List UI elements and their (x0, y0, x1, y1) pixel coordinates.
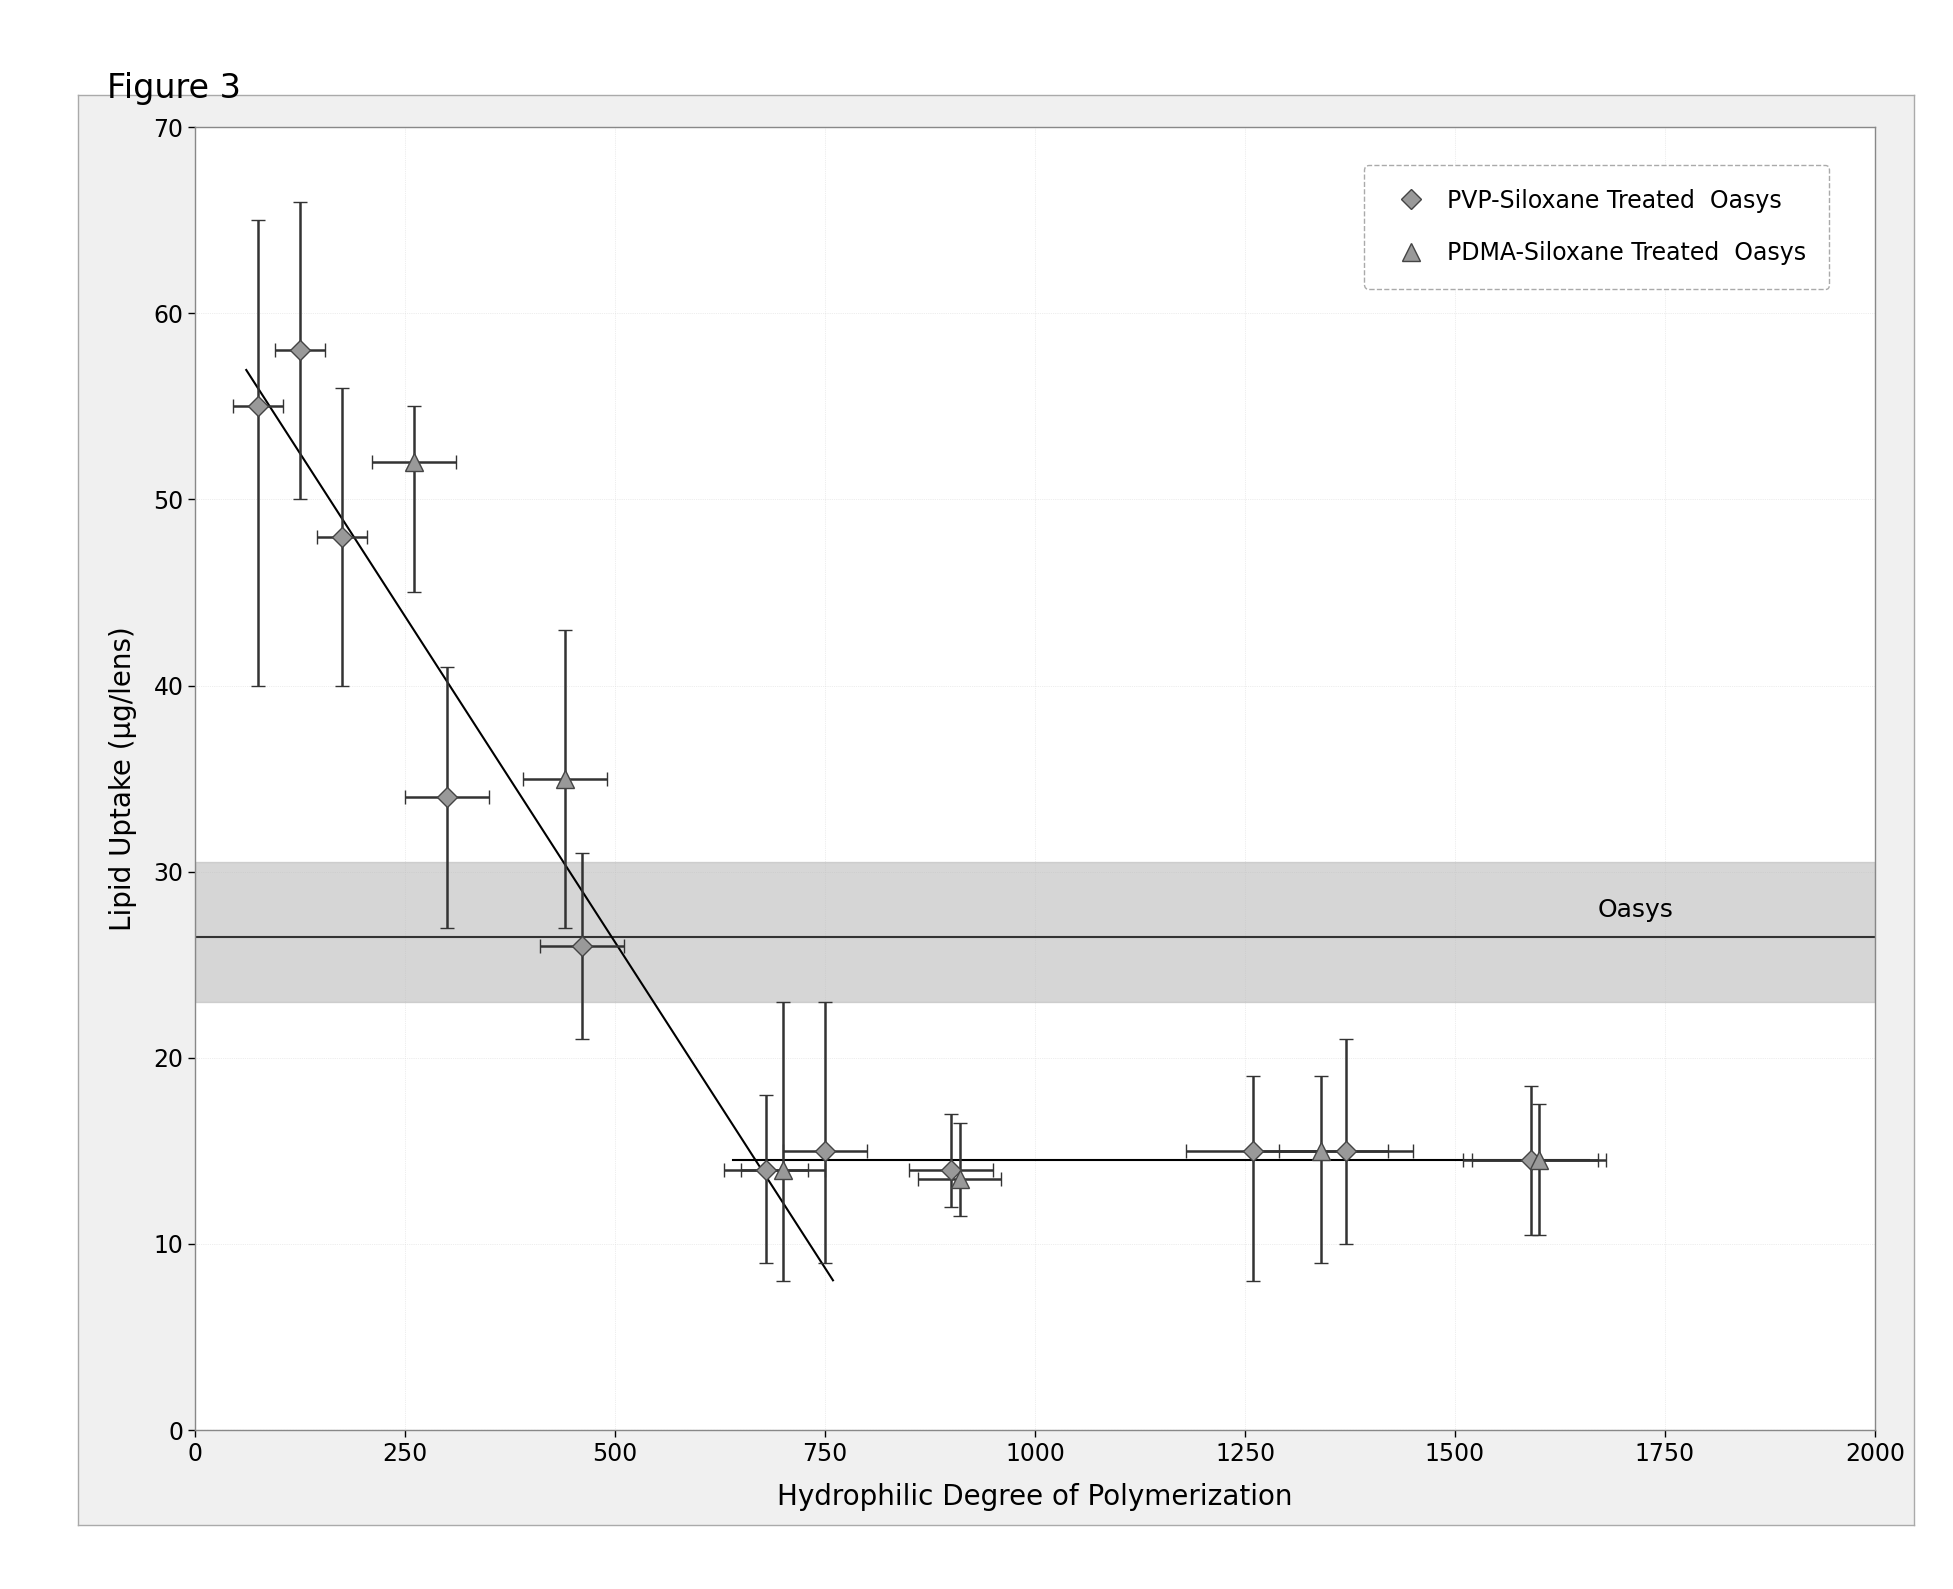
Legend: PVP-Siloxane Treated  Oasys, PDMA-Siloxane Treated  Oasys: PVP-Siloxane Treated Oasys, PDMA-Siloxan… (1363, 165, 1830, 289)
Y-axis label: Lipid Uptake (μg/lens): Lipid Uptake (μg/lens) (109, 626, 137, 931)
Text: Oasys: Oasys (1598, 898, 1674, 922)
X-axis label: Hydrophilic Degree of Polymerization: Hydrophilic Degree of Polymerization (777, 1483, 1293, 1511)
Bar (195, 863, 1875, 1003)
Text: Figure 3: Figure 3 (107, 72, 242, 105)
